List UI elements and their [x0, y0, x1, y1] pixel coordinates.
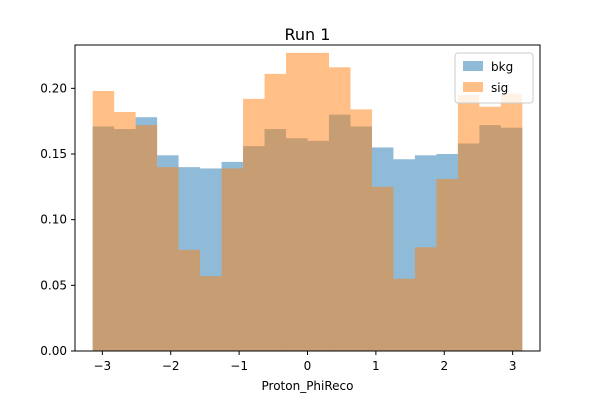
sig-bar	[307, 52, 329, 352]
sig-bar	[157, 167, 179, 351]
sig-bar	[371, 186, 394, 351]
sig-bar	[328, 67, 351, 352]
sig-bar	[114, 111, 136, 351]
x-tick-label: 1	[372, 359, 380, 373]
sig-bar	[414, 247, 437, 351]
sig-bar	[135, 125, 158, 351]
y-tick-label: 0.15	[40, 147, 67, 161]
series-sig	[92, 52, 523, 352]
sig-bar	[286, 52, 308, 352]
sig-bar	[264, 73, 287, 351]
sig-bar	[178, 249, 201, 351]
legend-swatch-sig	[463, 82, 483, 92]
sig-bar	[200, 276, 222, 351]
y-axis: 0.00 0.05 0.10 0.15 0.20	[40, 81, 75, 358]
sig-bar	[436, 178, 458, 351]
legend-swatch-bkg	[463, 61, 483, 71]
sig-bar	[221, 168, 244, 351]
y-tick-label: 0.10	[40, 213, 67, 227]
sig-bar	[393, 278, 415, 351]
y-tick-label: 0.00	[40, 344, 67, 358]
x-axis: −3 −2 −1 0 1 2 3	[94, 351, 517, 373]
sig-bar	[479, 106, 501, 352]
legend-label-bkg: bkg	[491, 60, 513, 74]
y-tick-label: 0.20	[40, 81, 67, 95]
sig-bar	[500, 93, 523, 351]
sig-bar	[243, 98, 265, 352]
legend-label-sig: sig	[491, 81, 508, 95]
sig-bar	[350, 109, 372, 351]
sig-bar	[92, 90, 115, 351]
legend: bkg sig	[454, 52, 534, 104]
bars-layer	[92, 52, 523, 352]
sig-bar	[457, 94, 480, 351]
x-tick-label: 2	[440, 359, 448, 373]
x-tick-label: 0	[304, 359, 312, 373]
y-tick-label: 0.05	[40, 278, 67, 292]
x-tick-label: −1	[230, 359, 248, 373]
x-tick-label: −3	[94, 359, 112, 373]
x-axis-label: Proton_PhiReco	[262, 379, 354, 393]
x-tick-label: −2	[162, 359, 180, 373]
x-tick-label: 3	[509, 359, 517, 373]
chart-title: Run 1	[285, 25, 331, 44]
